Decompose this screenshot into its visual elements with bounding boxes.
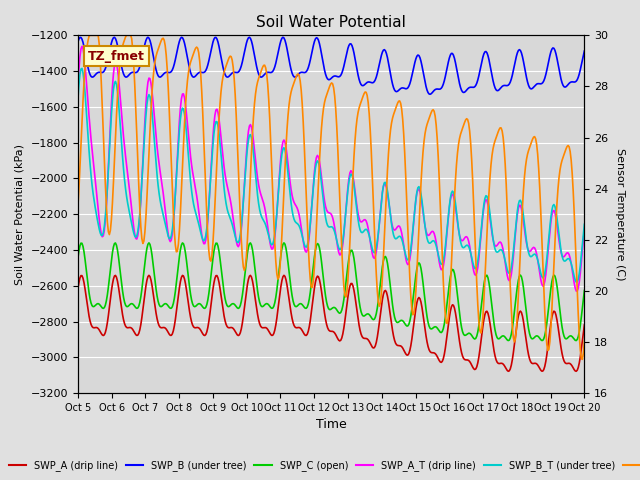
Text: TZ_fmet: TZ_fmet	[88, 49, 145, 63]
Y-axis label: Sensor Temperature (C): Sensor Temperature (C)	[615, 148, 625, 280]
Title: Soil Water Potential: Soil Water Potential	[256, 15, 406, 30]
Legend: SWP_A (drip line), SWP_B (under tree), SWP_C (open), SWP_A_T (drip line), SWP_B_: SWP_A (drip line), SWP_B (under tree), S…	[5, 456, 640, 475]
X-axis label: Time: Time	[316, 419, 346, 432]
Y-axis label: Soil Water Potential (kPa): Soil Water Potential (kPa)	[15, 144, 25, 285]
